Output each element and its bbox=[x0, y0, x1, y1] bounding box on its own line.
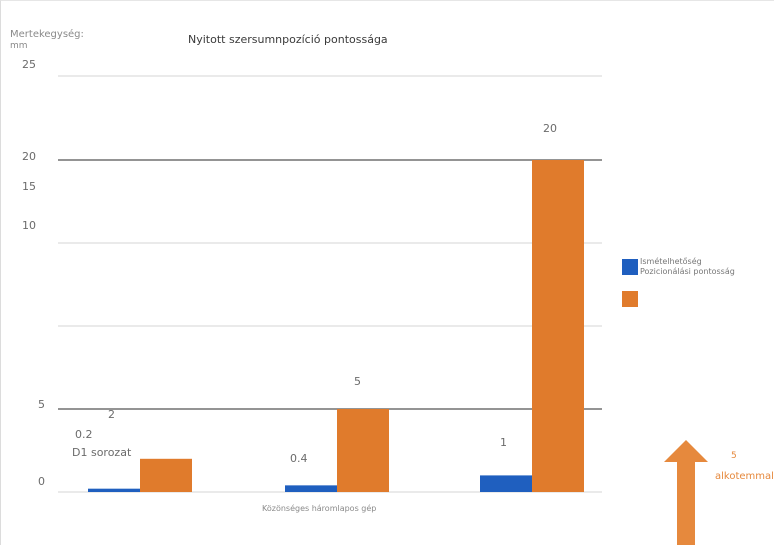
y-tick-label: 0 bbox=[38, 475, 45, 488]
bars bbox=[88, 160, 584, 492]
data-label-repeatability: 0.4 bbox=[290, 452, 308, 465]
legend-swatch-positioning bbox=[622, 291, 638, 307]
chart-title: Nyitott szersumnpozíció pontossága bbox=[188, 33, 388, 46]
bar-repeatability bbox=[285, 485, 337, 492]
y-tick-label: 25 bbox=[22, 58, 36, 71]
legend-label-repeatability: Ismételhetőség bbox=[640, 257, 702, 266]
y-tick-label: 20 bbox=[22, 150, 36, 163]
legend-label-positioning: Pozicionálási pontosság bbox=[640, 267, 735, 276]
data-label-repeatability: 1 bbox=[500, 436, 507, 449]
arrow-label: alkotemmal bbox=[715, 471, 774, 482]
data-label-positioning: 20 bbox=[543, 122, 557, 135]
y-tick-label: 10 bbox=[22, 219, 36, 232]
annotation-arrow bbox=[664, 440, 708, 545]
data-label-positioning: 2 bbox=[108, 408, 115, 421]
data-label-positioning: 5 bbox=[354, 375, 361, 388]
data-label-repeatability: 0.2 bbox=[75, 428, 93, 441]
arrow-value: 5 bbox=[731, 451, 737, 461]
up-arrow-icon bbox=[664, 440, 708, 545]
bar-repeatability bbox=[480, 475, 532, 492]
series-note: D1 sorozat bbox=[72, 446, 132, 459]
bar-repeatability bbox=[88, 488, 140, 492]
gridlines bbox=[58, 75, 602, 493]
bar-positioning bbox=[140, 458, 192, 492]
x-axis-label: Közönséges háromlapos gép bbox=[262, 504, 377, 513]
bar-positioning bbox=[337, 409, 389, 492]
bar-positioning bbox=[532, 160, 584, 492]
unit-text: mm bbox=[10, 41, 28, 51]
y-tick-label: 5 bbox=[38, 398, 45, 411]
legend-swatch-repeatability bbox=[622, 259, 638, 275]
y-tick-label: 15 bbox=[22, 180, 36, 193]
unit-label: Mertekegység: bbox=[10, 29, 84, 40]
